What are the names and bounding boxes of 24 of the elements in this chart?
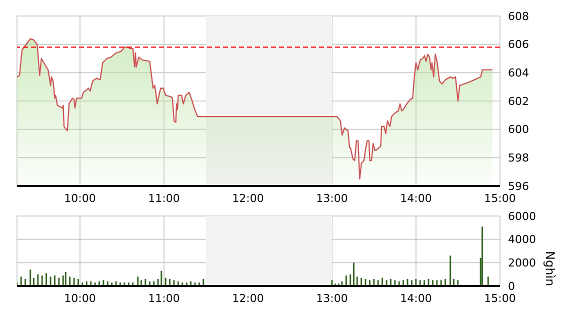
y2-axis-title: Nghìn — [542, 251, 557, 286]
y-tick-label: 2000 — [508, 256, 536, 270]
y-tick-label: 602 — [508, 94, 529, 108]
x-tick-label: 10:00 — [64, 192, 96, 205]
x-tick-label: 14:00 — [400, 292, 432, 305]
y-tick-label: 4000 — [508, 233, 536, 246]
x-tick-label: 12:00 — [232, 192, 264, 205]
x-tick-label: 12:00 — [232, 292, 264, 305]
x-tick-label: 14:00 — [400, 192, 432, 205]
y-tick-label: 604 — [508, 66, 529, 80]
x-tick-label: 11:00 — [148, 292, 180, 305]
y-tick-label: 600 — [508, 123, 529, 136]
x-tick-label: 13:00 — [316, 192, 348, 205]
y-tick-label: 596 — [508, 180, 529, 193]
x-tick-label: 15:00 — [484, 292, 516, 305]
x-tick-label: 11:00 — [148, 192, 180, 205]
x-tick-label: 10:00 — [64, 292, 96, 305]
x-tick-label: 15:00 — [484, 192, 516, 205]
y-tick-label: 598 — [508, 152, 529, 165]
y-tick-label: 6000 — [508, 210, 536, 223]
y-tick-label: 606 — [508, 38, 529, 52]
y-tick-label: 608 — [508, 10, 529, 23]
x-tick-label: 13:00 — [316, 292, 348, 305]
y-tick-label: 0 — [508, 280, 515, 293]
